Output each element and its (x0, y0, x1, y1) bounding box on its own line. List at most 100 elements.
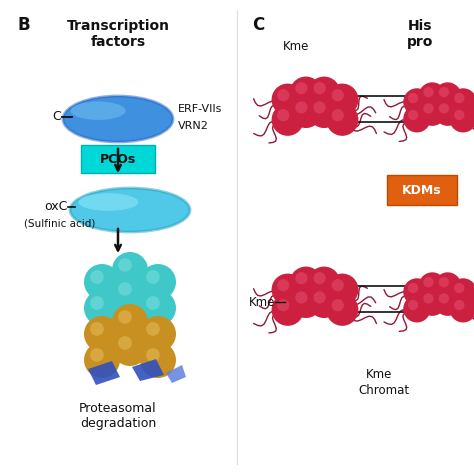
Circle shape (272, 293, 304, 326)
Circle shape (439, 277, 449, 287)
Text: B: B (18, 16, 31, 34)
Circle shape (308, 266, 340, 299)
Circle shape (454, 93, 465, 103)
Circle shape (277, 299, 289, 311)
Circle shape (118, 282, 132, 296)
FancyBboxPatch shape (387, 175, 457, 205)
Circle shape (313, 82, 326, 94)
Ellipse shape (71, 101, 126, 120)
Circle shape (112, 276, 148, 312)
Circle shape (423, 277, 434, 287)
Circle shape (146, 322, 160, 336)
Circle shape (454, 110, 465, 120)
Circle shape (146, 348, 160, 362)
Circle shape (118, 258, 132, 272)
Text: His
pro: His pro (407, 19, 433, 49)
Circle shape (118, 336, 132, 350)
Circle shape (90, 322, 104, 336)
Circle shape (140, 264, 176, 300)
Circle shape (112, 330, 148, 366)
FancyBboxPatch shape (81, 145, 155, 173)
Circle shape (423, 103, 434, 114)
Circle shape (419, 289, 446, 316)
Circle shape (290, 77, 322, 109)
Text: C: C (52, 109, 61, 122)
Circle shape (408, 283, 418, 293)
Circle shape (454, 283, 465, 293)
Circle shape (408, 93, 418, 103)
Text: C: C (252, 16, 264, 34)
Circle shape (408, 110, 418, 120)
Circle shape (90, 296, 104, 310)
Circle shape (84, 264, 120, 300)
Circle shape (449, 105, 474, 132)
Circle shape (449, 88, 474, 116)
Circle shape (403, 88, 430, 116)
Circle shape (295, 82, 308, 94)
Circle shape (295, 272, 308, 284)
Circle shape (290, 96, 322, 128)
Text: Transcription
factors: Transcription factors (66, 19, 170, 49)
Circle shape (308, 286, 340, 318)
Polygon shape (166, 365, 186, 383)
Text: KDMs: KDMs (402, 183, 442, 197)
Circle shape (146, 296, 160, 310)
Circle shape (434, 273, 461, 300)
Circle shape (332, 299, 344, 311)
Text: Chromat: Chromat (358, 383, 409, 396)
Circle shape (308, 96, 340, 128)
Circle shape (419, 273, 446, 300)
Circle shape (272, 83, 304, 116)
Circle shape (449, 295, 474, 322)
Circle shape (439, 87, 449, 97)
Text: VRN2: VRN2 (178, 121, 209, 131)
Circle shape (84, 342, 120, 378)
Circle shape (408, 300, 418, 310)
Ellipse shape (70, 188, 190, 232)
Circle shape (419, 82, 446, 109)
Circle shape (84, 316, 120, 352)
Circle shape (439, 293, 449, 304)
Circle shape (308, 77, 340, 109)
Circle shape (112, 252, 148, 288)
Circle shape (423, 87, 434, 97)
Circle shape (313, 101, 326, 114)
Circle shape (423, 293, 434, 304)
Circle shape (434, 82, 461, 109)
Circle shape (449, 278, 474, 306)
Circle shape (90, 348, 104, 362)
Circle shape (326, 83, 358, 116)
Polygon shape (132, 359, 164, 381)
Circle shape (439, 103, 449, 114)
Circle shape (434, 99, 461, 126)
Circle shape (454, 300, 465, 310)
Circle shape (326, 273, 358, 306)
Circle shape (419, 99, 446, 126)
Circle shape (140, 316, 176, 352)
Circle shape (118, 310, 132, 324)
Circle shape (290, 266, 322, 299)
Circle shape (403, 278, 430, 306)
Polygon shape (88, 361, 120, 385)
Text: Kme: Kme (366, 367, 392, 381)
Circle shape (272, 273, 304, 306)
Circle shape (313, 272, 326, 284)
Circle shape (326, 293, 358, 326)
Circle shape (295, 101, 308, 114)
Circle shape (277, 89, 289, 101)
Circle shape (332, 89, 344, 101)
Text: Kme: Kme (283, 39, 309, 53)
Text: (Sulfinic acid): (Sulfinic acid) (24, 218, 95, 228)
Text: Kme: Kme (249, 295, 275, 309)
Circle shape (140, 290, 176, 326)
Ellipse shape (63, 96, 173, 142)
Circle shape (140, 342, 176, 378)
Text: oxC: oxC (44, 200, 67, 212)
Text: Proteasomal
degradation: Proteasomal degradation (79, 402, 157, 430)
Ellipse shape (78, 193, 138, 211)
Text: ERF-VIIs: ERF-VIIs (178, 104, 222, 114)
Circle shape (295, 292, 308, 303)
Circle shape (112, 304, 148, 340)
Circle shape (290, 286, 322, 318)
Circle shape (272, 104, 304, 136)
